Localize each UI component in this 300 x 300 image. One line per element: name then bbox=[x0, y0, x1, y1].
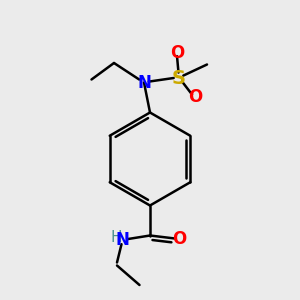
Text: S: S bbox=[172, 68, 185, 88]
Text: O: O bbox=[172, 230, 187, 247]
Text: N: N bbox=[137, 74, 151, 92]
Text: O: O bbox=[170, 44, 184, 62]
Text: N: N bbox=[116, 231, 129, 249]
Text: H: H bbox=[110, 230, 122, 245]
Text: O: O bbox=[188, 88, 202, 106]
